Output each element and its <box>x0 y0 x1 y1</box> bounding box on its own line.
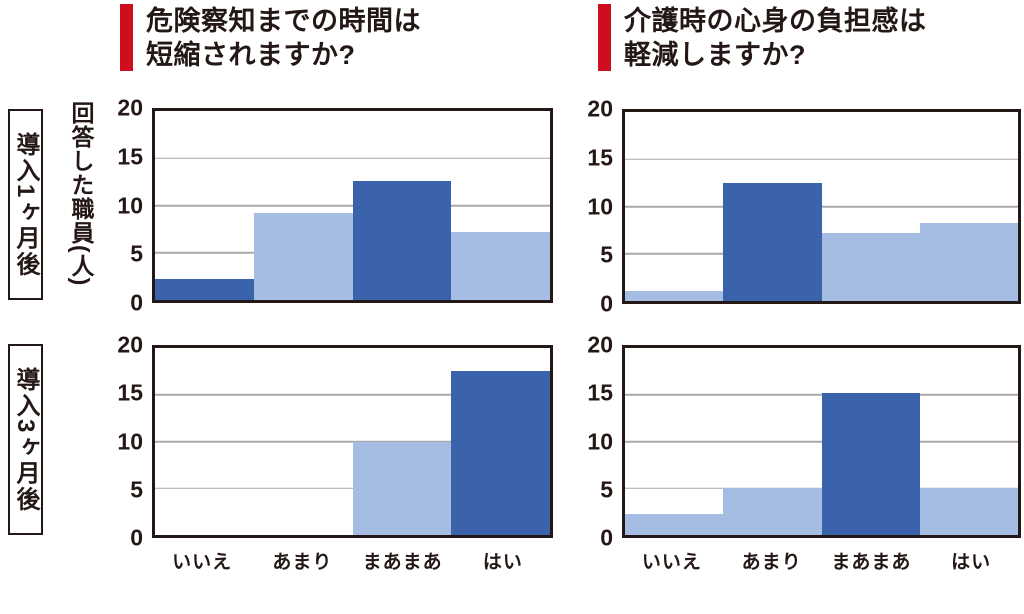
y-tick-label-5: 5 <box>600 241 613 268</box>
y-tick-label-10: 10 <box>117 428 143 454</box>
plot-area <box>622 345 1021 538</box>
question-title-care-burden: 介護時の心身の負担感は 軽減しますか? <box>598 4 927 72</box>
x-tick-label-はい: はい <box>951 552 992 573</box>
y-tick-label-10: 10 <box>587 428 613 454</box>
bar-はい <box>451 231 550 300</box>
y-tick-label-5: 5 <box>130 240 143 267</box>
plot-area <box>622 109 1021 304</box>
y-tick-label-0: 0 <box>600 290 613 317</box>
y-axis-title: 回答した職員(人) <box>68 101 94 287</box>
y-tick-label-15: 15 <box>117 379 143 406</box>
gridline-15 <box>155 157 550 159</box>
bar-あまり <box>253 213 353 300</box>
x-tick-label-まあまあ: まあまあ <box>831 552 912 573</box>
bar-はい <box>919 222 1018 301</box>
bar-まあまあ <box>821 232 920 301</box>
bar-はい <box>919 488 1018 535</box>
red-accent-bar <box>120 4 133 71</box>
plot-area <box>152 108 553 303</box>
x-tick-label-あまり: あまり <box>741 552 802 573</box>
question-line-2: 軽減しますか? <box>624 40 806 70</box>
y-tick-label-15: 15 <box>587 379 613 406</box>
y-tick-label-5: 5 <box>600 476 613 503</box>
x-tick-label-いいえ: いいえ <box>641 552 702 573</box>
bar-まあまあ <box>352 441 452 535</box>
chart-3months-care-burden: いいえ あまり まあまあ はい 0 5 10 15 20 <box>587 333 1021 573</box>
bar-まあまあ <box>352 180 452 300</box>
bar-あまり <box>723 488 822 535</box>
bar-いいえ <box>625 290 724 301</box>
y-tick-label-20: 20 <box>587 95 613 122</box>
question-title-danger-detection: 危険察知までの時間は 短縮されますか? <box>120 4 421 72</box>
y-tick-label-10: 10 <box>117 192 143 218</box>
y-tick-label-0: 0 <box>130 289 143 316</box>
y-tick-label-15: 15 <box>117 143 143 170</box>
bar-いいえ <box>155 279 254 300</box>
bar-あまり <box>723 182 822 301</box>
x-tick-label-はい: はい <box>482 552 523 573</box>
question-text: 危険察知までの時間は 短縮されますか? <box>146 4 421 72</box>
y-tick-label-20: 20 <box>117 94 143 121</box>
y-tick-label-20: 20 <box>117 331 143 358</box>
x-axis-labels: いいえ あまり まあまあ はい <box>152 538 553 573</box>
row-label-text: 導入3ヶ月後 <box>12 366 39 513</box>
bar-いいえ <box>625 513 724 535</box>
chart-1month-danger-detection: 0 5 10 15 20 <box>117 96 553 314</box>
y-tick-label-10: 10 <box>587 193 613 219</box>
plot-area <box>152 345 553 538</box>
red-accent-bar <box>598 4 611 71</box>
y-tick-label-0: 0 <box>600 524 613 551</box>
chart-3months-danger-detection: いいえ あまり まあまあ はい 0 5 10 15 20 <box>117 333 553 573</box>
x-tick-label-あまり: あまり <box>272 552 333 573</box>
x-axis-labels: いいえ あまり まあまあ はい <box>622 538 1021 573</box>
y-tick-label-15: 15 <box>587 144 613 171</box>
question-text: 介護時の心身の負担感は 軽減しますか? <box>624 4 927 72</box>
bar-まあまあ <box>821 392 920 535</box>
question-line-1: 危険察知までの時間は <box>146 6 421 36</box>
x-tick-label-まあまあ: まあまあ <box>362 552 443 573</box>
y-tick-label-20: 20 <box>587 331 613 358</box>
row-label-text: 導入1ヶ月後 <box>12 131 39 278</box>
bar-はい <box>451 371 550 535</box>
row-label-3-months: 導入3ヶ月後 <box>8 344 43 535</box>
gridline-10 <box>625 205 1018 208</box>
question-line-1: 介護時の心身の負担感は <box>624 6 927 36</box>
y-tick-label-0: 0 <box>130 524 143 551</box>
question-line-2: 短縮されますか? <box>146 40 356 70</box>
row-label-1-month: 導入1ヶ月後 <box>8 109 43 300</box>
chart-1month-care-burden: 0 5 10 15 20 <box>587 97 1021 315</box>
gridline-15 <box>625 158 1018 160</box>
y-tick-label-5: 5 <box>130 476 143 503</box>
x-tick-label-いいえ: いいえ <box>172 552 233 573</box>
gridline-15 <box>155 394 550 396</box>
